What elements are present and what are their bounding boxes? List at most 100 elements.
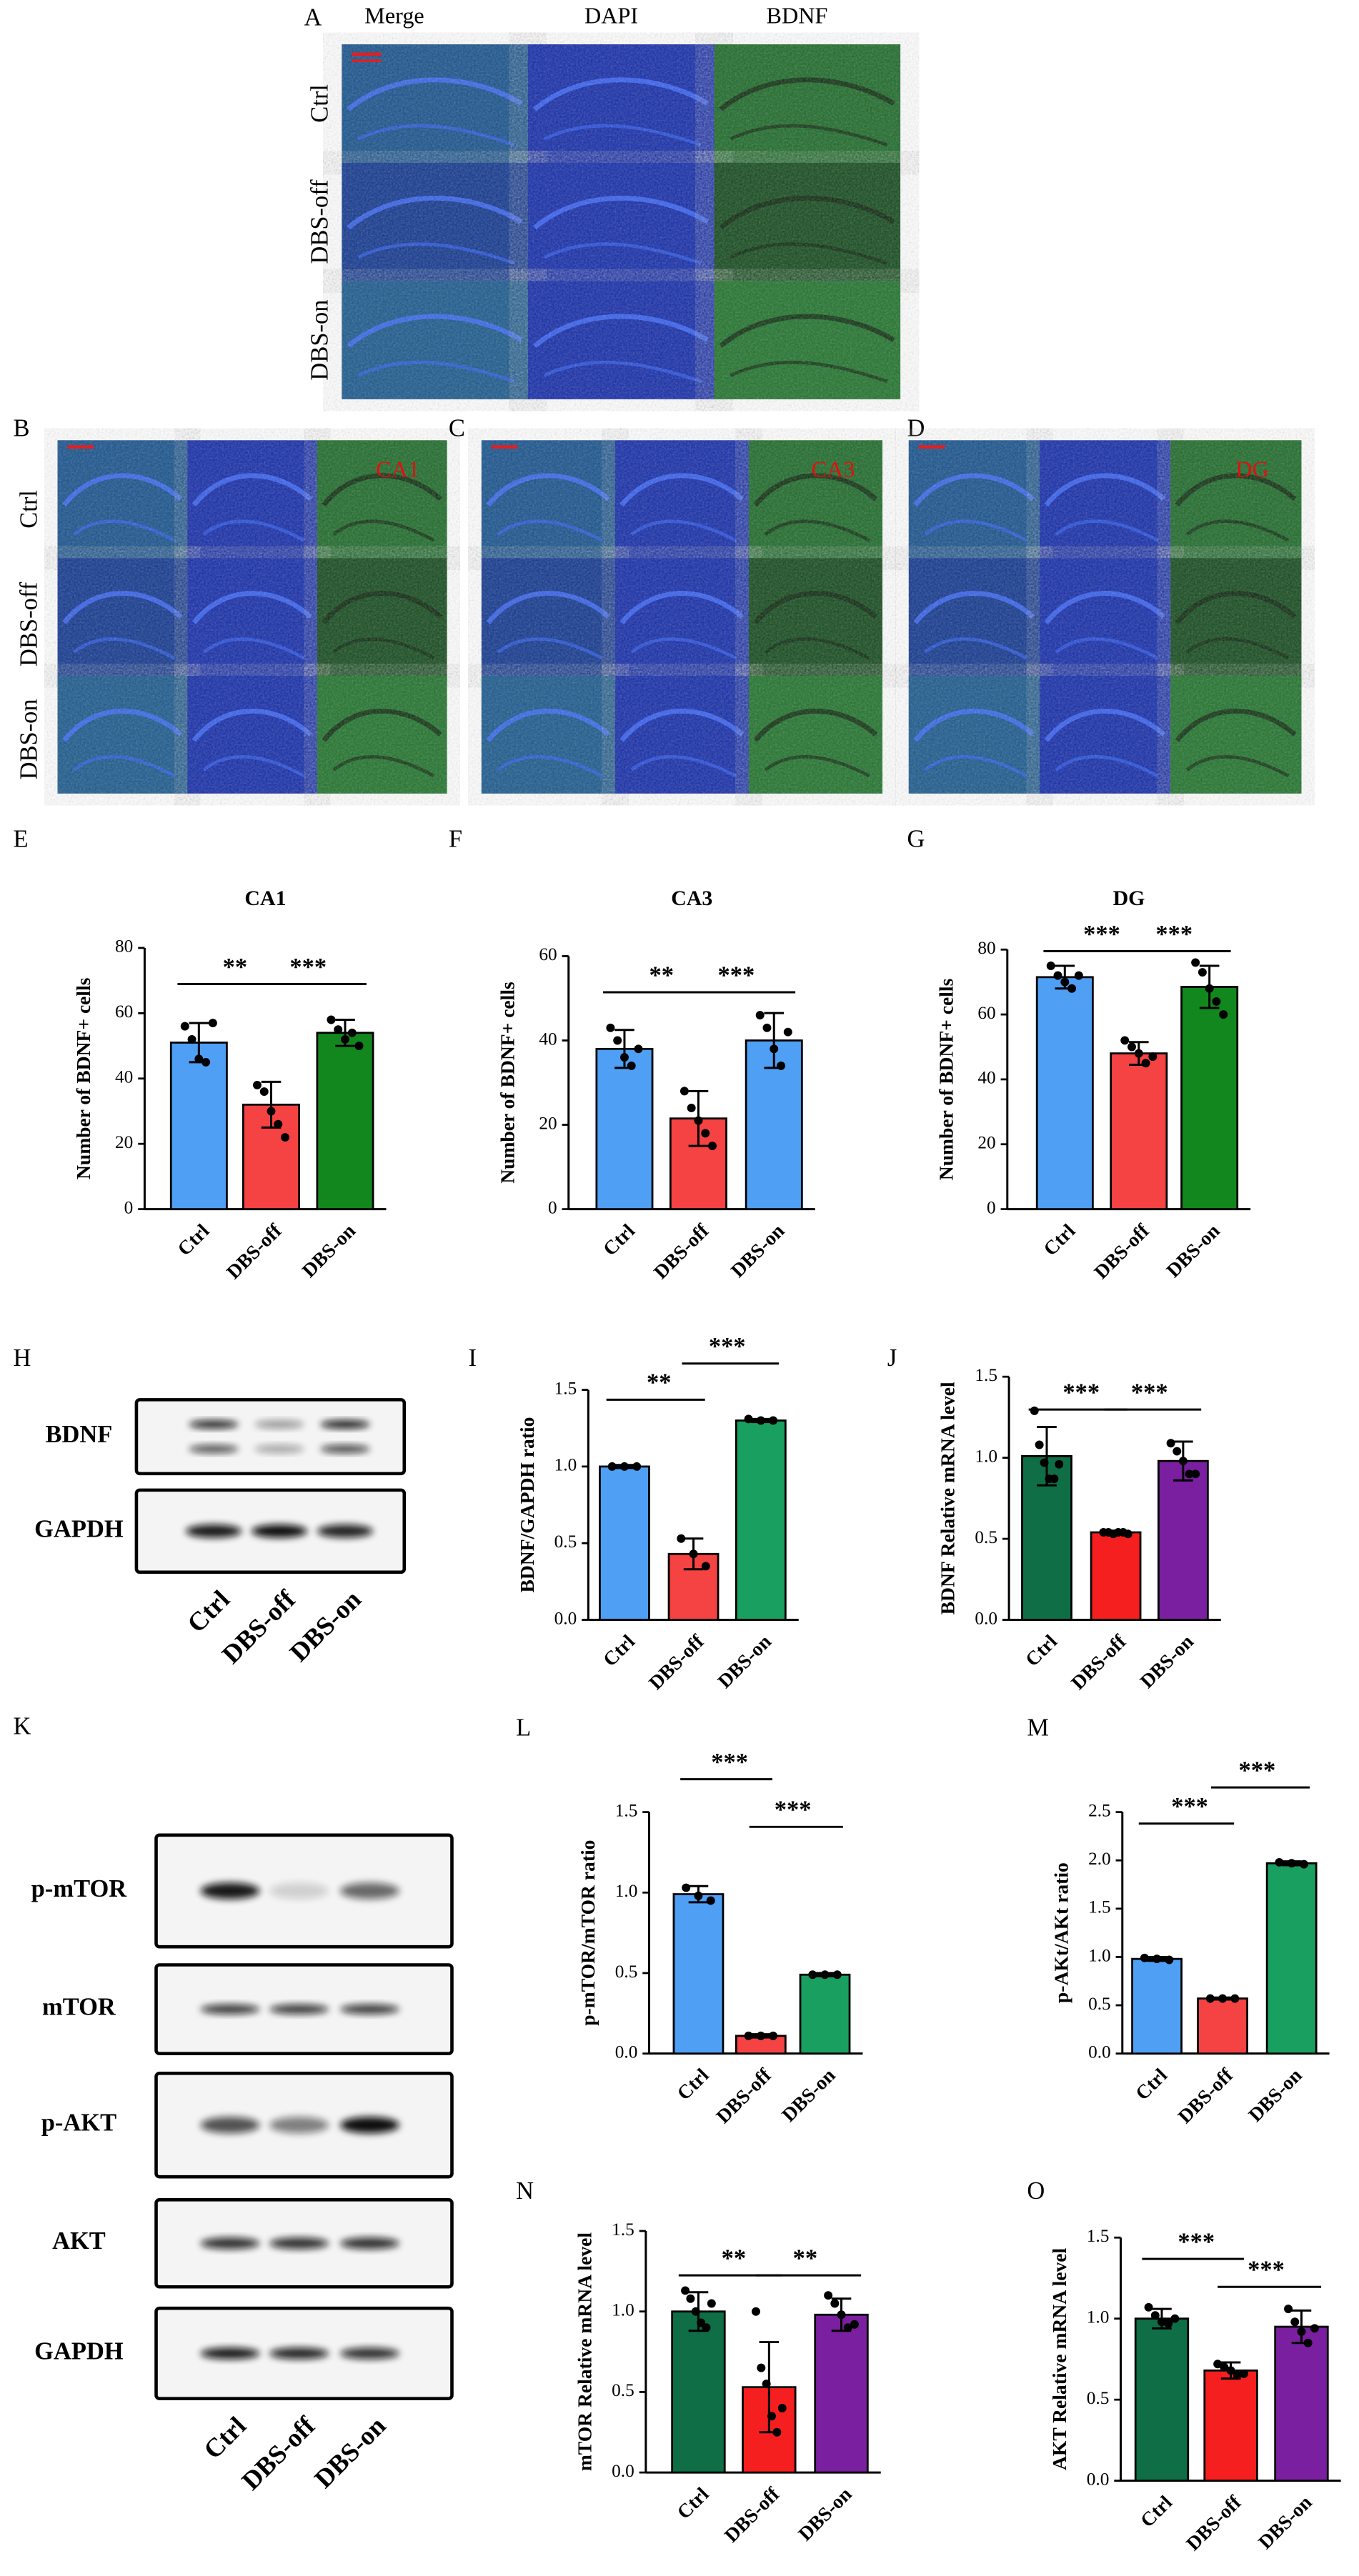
data-point xyxy=(706,1896,715,1905)
protein-label: mTOR xyxy=(42,1994,116,2021)
x-tick-label: Ctrl xyxy=(599,1219,639,1260)
texture xyxy=(342,44,528,163)
micrograph xyxy=(908,440,1040,559)
data-point xyxy=(194,1054,204,1064)
data-point xyxy=(259,1087,269,1097)
y-axis-label: Number of BDNF+ cells xyxy=(935,978,957,1180)
panel-letter: F xyxy=(449,825,462,852)
data-point xyxy=(689,1549,698,1559)
data-point xyxy=(769,1416,778,1425)
region-label: CA3 xyxy=(812,456,855,481)
texture xyxy=(57,558,188,676)
data-point xyxy=(1120,1036,1130,1045)
panel-letter: B xyxy=(13,414,29,441)
y-tick-label: 1.0 xyxy=(615,1881,638,1901)
data-point xyxy=(347,1028,357,1037)
data-point xyxy=(1191,958,1200,967)
y-tick-label: 2.0 xyxy=(1088,1849,1111,1869)
data-point xyxy=(1067,984,1077,993)
data-point xyxy=(702,2323,711,2332)
data-point xyxy=(1166,1439,1175,1448)
x-tick-label: Ctrl xyxy=(1136,2491,1177,2532)
x-tick-label: DBS-off xyxy=(644,1629,709,1694)
chart-title: CA3 xyxy=(671,887,712,910)
y-axis-label: BDNF/GAPDH ratio xyxy=(516,1417,538,1593)
x-tick-label: DBS-off xyxy=(1067,1629,1131,1694)
bar xyxy=(735,1419,787,1621)
x-tick-label: DBS-on xyxy=(1162,1219,1224,1282)
data-point xyxy=(691,2307,700,2316)
bar xyxy=(799,1973,851,2055)
y-tick-label: 20 xyxy=(977,1133,995,1153)
texture xyxy=(481,675,615,794)
texture xyxy=(1170,675,1302,794)
micrograph xyxy=(342,162,528,281)
blot xyxy=(134,1488,407,1574)
panel-letter: D xyxy=(907,414,925,441)
micrograph xyxy=(714,281,901,399)
y-tick-label: 1.0 xyxy=(1088,1945,1111,1965)
significance-label: ** xyxy=(647,1369,671,1397)
bar-chart: O 0.0 0.5 1.0 1.5 AKT Relative mRNA level Ctrl… xyxy=(1027,2177,1341,2555)
data-point xyxy=(1275,1857,1284,1867)
texture xyxy=(317,440,447,559)
data-point xyxy=(1144,2302,1153,2312)
row-label: DBS-on xyxy=(307,300,334,381)
data-point xyxy=(756,2031,765,2040)
data-point xyxy=(837,2310,846,2320)
blot-band xyxy=(200,2117,260,2134)
texture xyxy=(908,558,1040,676)
texture xyxy=(1040,675,1171,794)
data-point xyxy=(1205,1994,1215,2003)
texture xyxy=(614,675,749,794)
texture xyxy=(1040,558,1171,676)
significance-label: *** xyxy=(289,954,327,981)
significance-label: *** xyxy=(1248,2256,1285,2283)
x-tick-label: Ctrl xyxy=(173,1219,214,1260)
micrograph xyxy=(317,558,447,676)
data-point xyxy=(687,1103,696,1112)
data-point xyxy=(783,1027,792,1037)
blot-band xyxy=(269,2117,329,2134)
y-tick-label: 20 xyxy=(539,1113,557,1133)
data-point xyxy=(1134,1049,1143,1058)
blot xyxy=(134,1398,407,1476)
y-tick-label: 0.0 xyxy=(975,1608,997,1628)
texture xyxy=(317,558,447,676)
significance-label: ** xyxy=(722,2245,746,2272)
data-point xyxy=(762,1023,772,1032)
data-point xyxy=(634,1044,643,1054)
micrograph xyxy=(57,675,188,794)
y-axis-label: mTOR Relative mRNA level xyxy=(573,2232,595,2472)
y-tick-label: 0.0 xyxy=(1088,2042,1111,2062)
bar xyxy=(1035,976,1094,1210)
micrograph xyxy=(748,440,883,559)
texture xyxy=(614,440,749,559)
data-point xyxy=(1046,961,1055,970)
data-point xyxy=(769,2031,778,2040)
x-tick-label: DBS-off xyxy=(1182,2490,1246,2555)
y-tick-label: 0.0 xyxy=(612,2461,634,2481)
data-point xyxy=(619,1462,629,1471)
data-point xyxy=(1157,2317,1166,2327)
texture xyxy=(1170,440,1302,559)
texture xyxy=(908,675,1040,794)
data-point xyxy=(850,2320,859,2329)
significance-label: *** xyxy=(1083,921,1120,948)
data-point xyxy=(701,1129,710,1138)
y-tick-label: 40 xyxy=(115,1067,133,1087)
blot-band xyxy=(269,2004,329,2015)
bar-chart: N 0.0 0.5 1.0 1.5 mTOR Relative mRNA level Ctr… xyxy=(516,2177,881,2547)
data-point xyxy=(1173,1447,1182,1456)
data-point xyxy=(1226,2366,1235,2375)
row-label: Ctrl xyxy=(307,84,334,123)
bar xyxy=(1131,1957,1183,2055)
bar xyxy=(1021,1454,1072,1621)
y-tick-label: 0.5 xyxy=(612,2380,634,2400)
panel-letter: I xyxy=(468,1344,476,1372)
significance-label: *** xyxy=(717,962,755,989)
y-tick-label: 1.5 xyxy=(615,1800,638,1820)
bar xyxy=(1090,1531,1142,1621)
